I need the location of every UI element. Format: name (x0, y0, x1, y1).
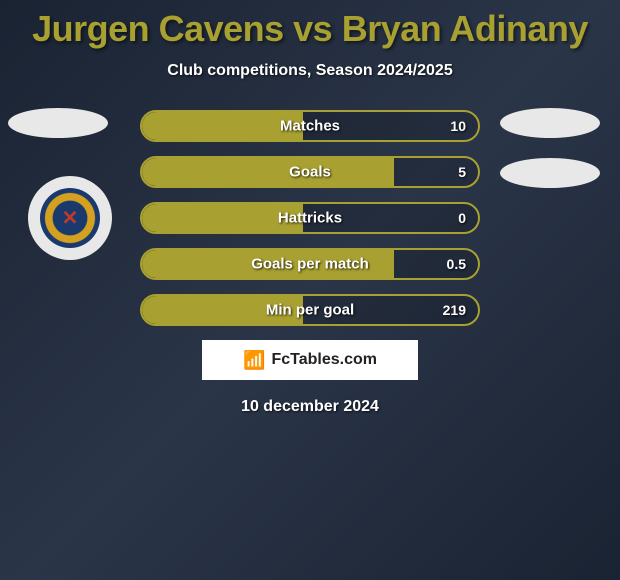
stat-row: Goals per match 0.5 (140, 248, 480, 280)
brand-label: FcTables.com (271, 351, 377, 369)
stat-label: Min per goal (142, 302, 478, 319)
stat-value: 219 (443, 302, 466, 318)
stat-row: Matches 10 (140, 110, 480, 142)
stats-list: Matches 10 Goals 5 Hattricks 0 Goals per… (140, 110, 480, 326)
stat-value: 10 (450, 118, 466, 134)
player-right-club (500, 158, 600, 188)
chart-icon: 📶 (243, 350, 265, 371)
stat-row: Min per goal 219 (140, 294, 480, 326)
stat-label: Goals per match (142, 256, 478, 273)
subtitle: Club competitions, Season 2024/2025 (0, 62, 620, 80)
stat-label: Matches (142, 118, 478, 135)
player-left-avatar (8, 108, 108, 138)
stat-row: Hattricks 0 (140, 202, 480, 234)
stat-label: Hattricks (142, 210, 478, 227)
stat-row: Goals 5 (140, 156, 480, 188)
stat-value: 0.5 (447, 256, 466, 272)
page-title: Jurgen Cavens vs Bryan Adinany (0, 0, 620, 50)
stat-label: Goals (142, 164, 478, 181)
player-left-club-logo (28, 176, 112, 260)
stat-value: 5 (458, 164, 466, 180)
comparison-panel: Matches 10 Goals 5 Hattricks 0 Goals per… (0, 110, 620, 416)
brand-badge[interactable]: 📶 FcTables.com (202, 340, 418, 380)
stat-value: 0 (458, 210, 466, 226)
player-right-avatar (500, 108, 600, 138)
club-emblem (40, 188, 100, 248)
date-label: 10 december 2024 (0, 398, 620, 416)
